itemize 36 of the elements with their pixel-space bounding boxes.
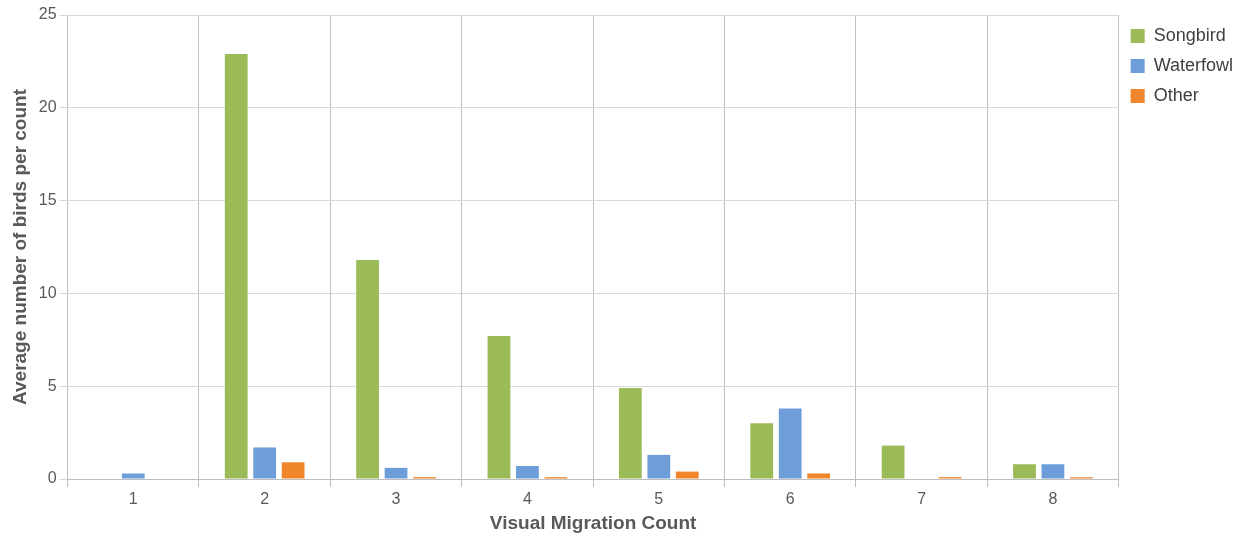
bar xyxy=(384,467,408,479)
bar xyxy=(618,388,642,479)
y-tick-label: 15 xyxy=(38,191,57,209)
x-axis-title: Visual Migration Count xyxy=(489,511,698,533)
bar xyxy=(675,471,699,479)
y-axis-title: Average number of birds per count xyxy=(8,88,30,406)
bar xyxy=(1013,464,1036,479)
x-tick-label: 1 xyxy=(128,490,138,508)
x-tick-label: 8 xyxy=(1048,490,1058,508)
x-tick-label: 2 xyxy=(260,490,270,508)
bar xyxy=(881,445,905,479)
bar xyxy=(1041,464,1065,479)
y-tick-label: 10 xyxy=(38,283,57,301)
bar xyxy=(281,462,305,479)
bar xyxy=(253,447,277,479)
bar xyxy=(516,466,539,479)
bar xyxy=(778,408,802,479)
y-tick-label: 5 xyxy=(47,376,57,394)
y-tick-label: 0 xyxy=(47,469,57,487)
x-tick-label: 3 xyxy=(391,490,401,508)
y-tick-label: 20 xyxy=(38,98,57,116)
legend-label: Waterfowl xyxy=(1153,54,1234,75)
legend-label: Songbird xyxy=(1153,24,1226,45)
bar xyxy=(356,259,379,479)
y-tick-label: 25 xyxy=(38,5,57,23)
bar xyxy=(807,473,831,479)
legend-label: Other xyxy=(1153,84,1199,105)
x-tick-label: 6 xyxy=(785,490,795,508)
x-tick-label: 4 xyxy=(522,490,532,508)
x-tick-label: 7 xyxy=(917,490,927,508)
bar xyxy=(487,336,511,479)
x-tick-label: 5 xyxy=(654,490,664,508)
bar xyxy=(750,423,774,479)
bar xyxy=(121,473,145,479)
bar xyxy=(647,454,671,479)
bar xyxy=(224,53,248,479)
